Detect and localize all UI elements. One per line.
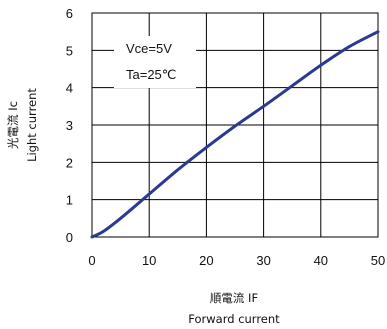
x-axis-label: 順電流 IF <box>210 291 258 305</box>
y-tick-label: 1 <box>66 193 73 208</box>
y-axis-label: 光電流 Ic <box>6 101 20 149</box>
x-tick-label: 10 <box>142 253 156 268</box>
annotation-ta: Ta=25℃ <box>126 67 176 82</box>
y-tick-label: 5 <box>66 43 73 58</box>
annotation-vce: Vce=5V <box>126 41 172 56</box>
y-axis-sublabel: Light current <box>25 88 39 162</box>
tick-labels: 0 10 20 30 40 50 0 1 2 3 4 5 6 <box>66 6 385 268</box>
y-tick-label: 0 <box>66 230 73 245</box>
x-tick-label: 20 <box>199 253 213 268</box>
series-line <box>90 30 380 239</box>
y-tick-label: 6 <box>66 6 73 21</box>
x-axis-sublabel: Forward current <box>188 312 280 326</box>
x-tick-label: 0 <box>88 253 95 268</box>
y-tick-label: 4 <box>66 81 73 96</box>
y-tick-label: 3 <box>66 118 73 133</box>
x-tick-label: 40 <box>314 253 328 268</box>
x-tick-label: 30 <box>256 253 270 268</box>
annotation-box <box>114 36 196 88</box>
plot-frame <box>91 12 379 238</box>
x-tick-label: 50 <box>371 253 385 268</box>
y-tick-label: 2 <box>66 155 73 170</box>
